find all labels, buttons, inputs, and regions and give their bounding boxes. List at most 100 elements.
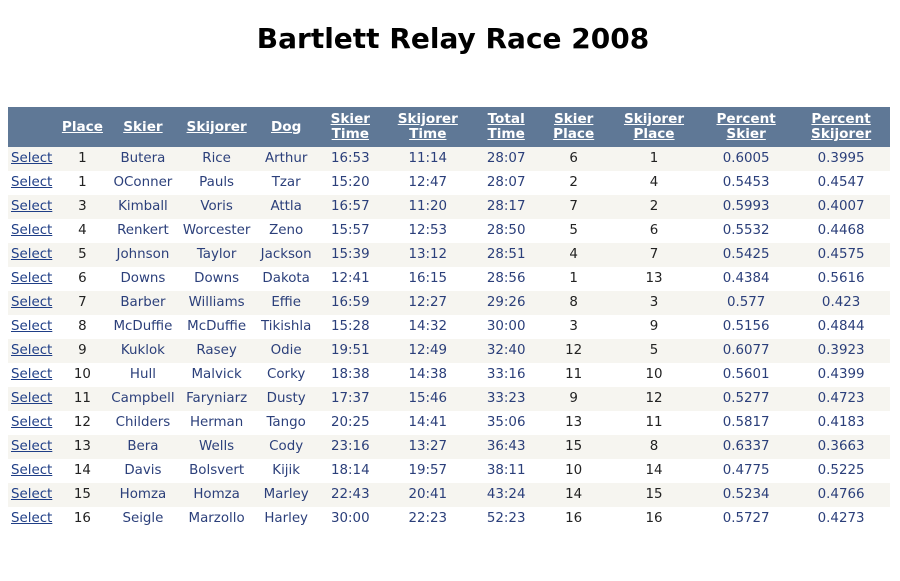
- sort-skier-link[interactable]: Skier: [123, 118, 163, 135]
- cell-dog: Tango: [254, 411, 318, 435]
- cell-percent-skijorer: 0.4766: [792, 483, 890, 507]
- cell-dog: Jackson: [254, 243, 318, 267]
- cell-skier-place: 12: [539, 339, 608, 363]
- select-link[interactable]: Select: [11, 487, 53, 502]
- header-skier-place[interactable]: Skier Place: [539, 107, 608, 147]
- cell-skier-time: 18:14: [317, 459, 383, 483]
- select-link[interactable]: Select: [11, 343, 53, 358]
- cell-skijorer: Pauls: [178, 171, 255, 195]
- cell-percent-skier: 0.6337: [700, 435, 793, 459]
- sort-skijorer-link[interactable]: Skijorer: [186, 118, 247, 135]
- cell-percent-skier: 0.5601: [700, 363, 793, 387]
- select-link[interactable]: Select: [11, 439, 53, 454]
- cell-skier-place: 13: [539, 411, 608, 435]
- sort-percent-skijorer-link[interactable]: Percent Skijorer: [811, 111, 872, 142]
- cell-skijorer-time: 12:53: [382, 219, 473, 243]
- select-link[interactable]: Select: [11, 463, 53, 478]
- sort-skijorer-place-link[interactable]: Skijorer Place: [623, 111, 685, 142]
- cell-skijorer: Bolsvert: [178, 459, 255, 483]
- cell-skijorer-time: 14:32: [382, 315, 473, 339]
- table-row: Select 10 Hull Malvick Corky 18:38 14:38 33:16 1…: [8, 363, 890, 387]
- header-skijorer-place[interactable]: Skijorer Place: [608, 107, 700, 147]
- header-percent-skier[interactable]: Percent Skier: [700, 107, 792, 147]
- sort-skijorer-time-link[interactable]: Skijorer Time: [397, 111, 458, 142]
- table-row: Select 3 Kimball Voris Attla 16:57 11:20 28:17 7…: [8, 195, 890, 219]
- cell-place: 11: [57, 387, 107, 411]
- header-select: [8, 107, 58, 147]
- cell-place: 15: [57, 483, 107, 507]
- cell-dog: Corky: [254, 363, 318, 387]
- cell-skier-time: 15:28: [317, 315, 383, 339]
- select-link[interactable]: Select: [11, 295, 53, 310]
- header-total-time[interactable]: Total Time: [473, 107, 539, 147]
- select-cell: Select: [8, 171, 58, 195]
- select-cell: Select: [8, 459, 58, 483]
- header-skijorer-time[interactable]: Skijorer Time: [383, 107, 473, 147]
- select-cell: Select: [8, 315, 58, 339]
- cell-skier-place: 6: [539, 147, 608, 171]
- cell-skijorer-time: 14:41: [382, 411, 473, 435]
- select-link[interactable]: Select: [11, 247, 53, 262]
- sort-dog-link[interactable]: Dog: [270, 118, 302, 135]
- sort-skier-place-link[interactable]: Skier Place: [553, 111, 595, 142]
- cell-percent-skier: 0.577: [700, 291, 793, 315]
- sort-total-time-link[interactable]: Total Time: [487, 111, 525, 142]
- select-link[interactable]: Select: [11, 367, 53, 382]
- cell-percent-skier: 0.6077: [700, 339, 793, 363]
- cell-total-time: 32:40: [472, 339, 540, 363]
- table-row: Select 8 McDuffie McDuffie Tikishla 15:28 14:3…: [8, 315, 890, 339]
- header-dog[interactable]: Dog: [254, 107, 318, 147]
- cell-skijorer-time: 13:12: [382, 243, 473, 267]
- cell-skijorer-place: 5: [607, 339, 701, 363]
- header-place[interactable]: Place: [58, 107, 107, 147]
- cell-skijorer-time: 16:15: [382, 267, 473, 291]
- cell-skier-place: 9: [539, 387, 608, 411]
- select-link[interactable]: Select: [11, 175, 53, 190]
- header-skier[interactable]: Skier: [107, 107, 179, 147]
- cell-dog: Odie: [254, 339, 318, 363]
- cell-skijorer: Worcester: [178, 219, 255, 243]
- cell-skijorer-place: 2: [607, 195, 701, 219]
- cell-place: 1: [57, 147, 107, 171]
- cell-skier-place: 7: [539, 195, 608, 219]
- cell-place: 6: [57, 267, 107, 291]
- cell-skier-place: 2: [539, 171, 608, 195]
- cell-dog: Arthur: [254, 147, 318, 171]
- cell-total-time: 28:07: [472, 147, 540, 171]
- cell-skier-place: 5: [539, 219, 608, 243]
- cell-skier-time: 12:41: [317, 267, 383, 291]
- select-cell: Select: [8, 363, 58, 387]
- select-cell: Select: [8, 291, 58, 315]
- select-link[interactable]: Select: [11, 319, 53, 334]
- table-row: Select 6 Downs Downs Dakota 12:41 16:15 28:56 1 1…: [8, 267, 890, 291]
- cell-percent-skier: 0.5532: [700, 219, 793, 243]
- cell-skier: Childers: [106, 411, 179, 435]
- cell-skijorer-place: 6: [607, 219, 701, 243]
- results-body: Select 1 Butera Rice Arthur 16:53 11:14 28:07 6 1…: [8, 147, 890, 531]
- sort-skier-time-link[interactable]: Skier Time: [330, 111, 371, 142]
- cell-place: 16: [57, 507, 107, 531]
- header-percent-skijorer[interactable]: Percent Skijorer: [792, 107, 890, 147]
- header-skier-time[interactable]: Skier Time: [318, 107, 383, 147]
- sort-place-link[interactable]: Place: [61, 118, 103, 135]
- cell-skier-time: 20:25: [317, 411, 383, 435]
- cell-skier-time: 22:43: [317, 483, 383, 507]
- select-link[interactable]: Select: [11, 223, 53, 238]
- header-skijorer[interactable]: Skijorer: [179, 107, 254, 147]
- cell-skier-place: 11: [539, 363, 608, 387]
- select-link[interactable]: Select: [11, 271, 53, 286]
- cell-skier-time: 23:16: [317, 435, 383, 459]
- cell-total-time: 28:17: [472, 195, 540, 219]
- cell-total-time: 28:50: [472, 219, 540, 243]
- select-link[interactable]: Select: [11, 391, 53, 406]
- select-link[interactable]: Select: [11, 511, 53, 526]
- cell-dog: Kijik: [254, 459, 318, 483]
- cell-dog: Tzar: [254, 171, 318, 195]
- sort-percent-skier-link[interactable]: Percent Skier: [716, 111, 776, 142]
- select-link[interactable]: Select: [11, 199, 53, 214]
- cell-skijorer-place: 13: [607, 267, 701, 291]
- cell-skier: Butera: [106, 147, 179, 171]
- select-link[interactable]: Select: [11, 151, 53, 166]
- select-link[interactable]: Select: [11, 415, 53, 430]
- cell-percent-skier: 0.5453: [700, 171, 793, 195]
